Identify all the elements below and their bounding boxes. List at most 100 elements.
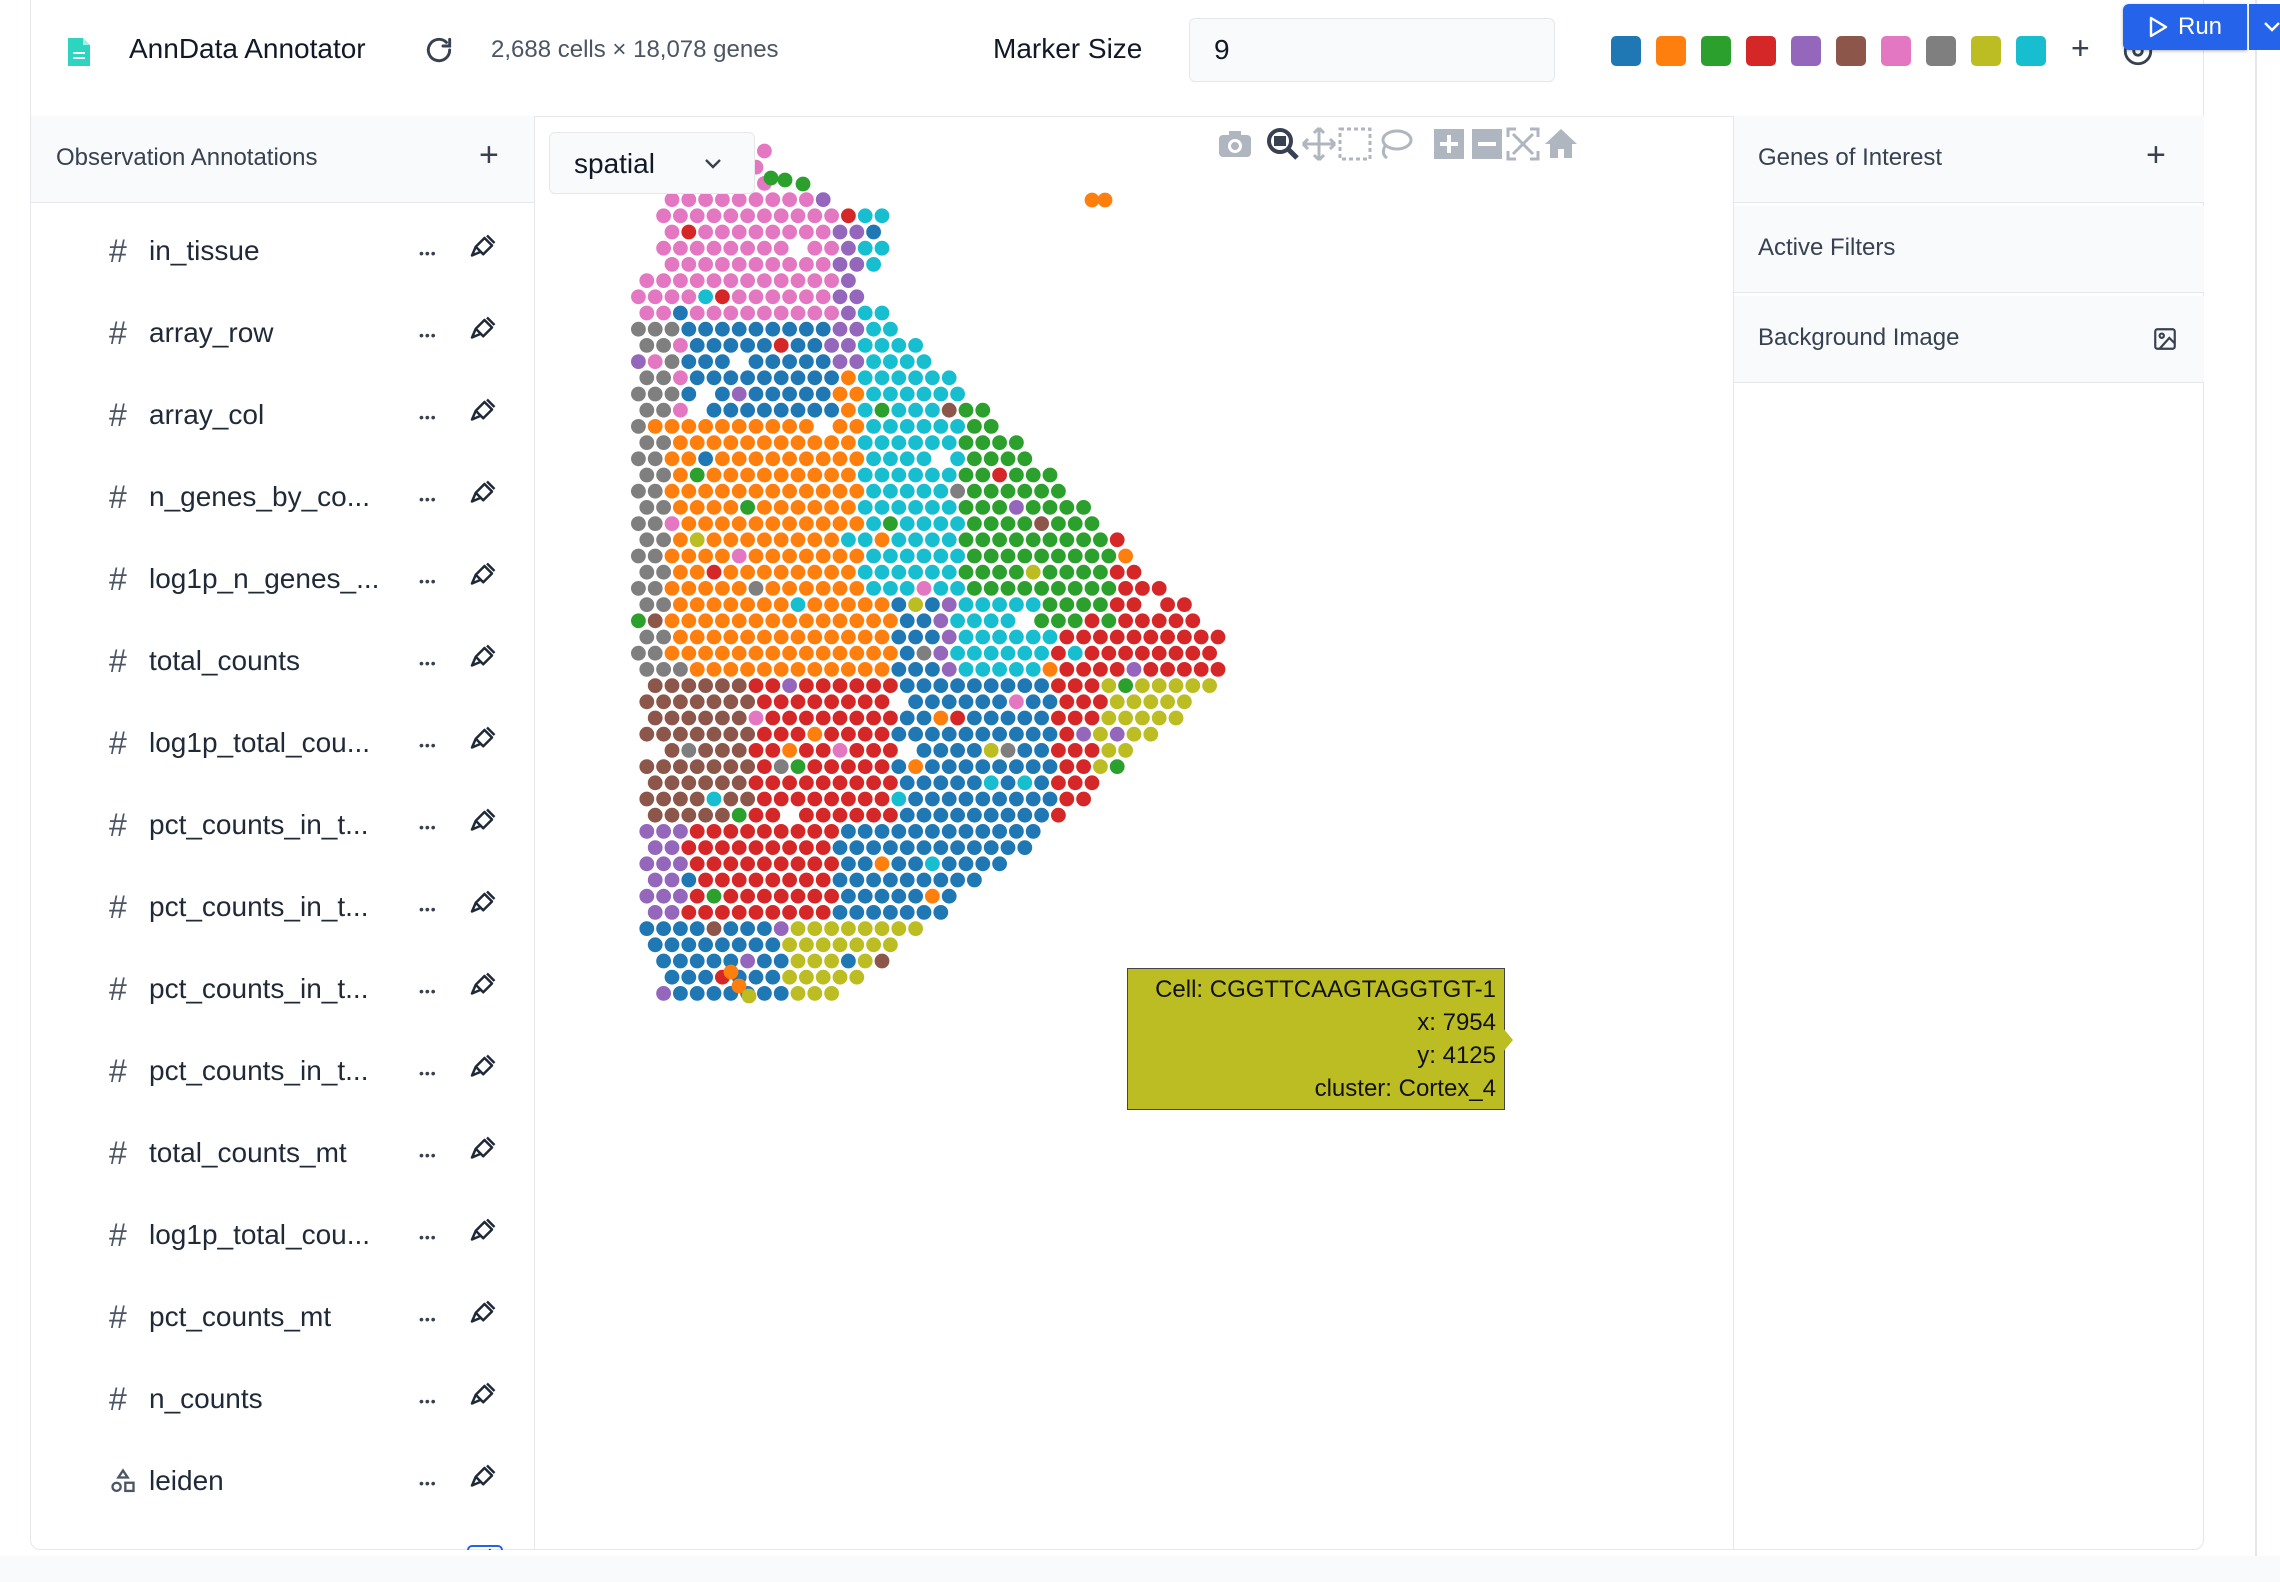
color-swatch[interactable] [1791,36,1821,66]
color-by-brush-icon[interactable] [467,315,499,347]
cell-spot [757,791,772,807]
color-swatch[interactable] [1656,36,1686,66]
refresh-icon[interactable] [423,34,455,66]
add-gene-button[interactable]: + [2146,136,2166,174]
color-swatch[interactable] [1926,36,1956,66]
more-options-icon[interactable]: ••• [419,1065,437,1081]
cell-spot [723,662,739,677]
color-by-brush-icon[interactable] [467,1135,499,1167]
color-by-brush-icon[interactable] [467,1381,499,1413]
color-by-brush-icon[interactable] [467,1299,499,1331]
more-options-icon[interactable]: ••• [419,1475,437,1491]
annotation-row[interactable]: cluster••• [31,1523,534,1550]
more-options-icon[interactable]: ••• [419,245,437,261]
cell-spot [874,888,890,904]
run-button[interactable]: Run [2123,4,2247,50]
annotation-row[interactable]: # pct_counts_in_t... ••• [31,785,534,867]
color-swatch[interactable] [1611,36,1641,66]
annotation-row[interactable]: # in_tissue ••• [31,211,534,293]
more-options-icon[interactable]: ••• [419,409,437,425]
color-by-brush-icon[interactable] [467,1053,499,1085]
color-by-brush-icon[interactable] [467,643,499,675]
zoom-in-icon[interactable] [1429,124,1469,164]
genes-of-interest-section[interactable]: Genes of Interest + [1734,116,2204,203]
run-dropdown-button[interactable] [2249,4,2280,50]
cell-spot [899,516,915,531]
color-swatch[interactable] [2016,36,2046,66]
zoom-out-icon[interactable] [1467,124,1507,164]
image-icon[interactable] [2152,326,2178,352]
autoscale-icon[interactable] [1503,124,1543,164]
color-swatch[interactable] [1971,36,2001,66]
add-color-button[interactable]: + [2071,30,2090,66]
annotation-row[interactable]: # total_counts ••• [31,621,534,703]
more-options-icon[interactable]: ••• [419,901,437,917]
pan-icon[interactable] [1299,124,1339,164]
annotation-row[interactable]: # total_counts_mt ••• [31,1113,534,1195]
cell-spot [1067,613,1083,629]
color-swatch[interactable] [1701,36,1731,66]
annotation-row[interactable]: # log1p_total_cou... ••• [31,703,534,785]
more-options-icon[interactable]: ••• [419,573,437,589]
annotation-row[interactable]: # array_row ••• [31,293,534,375]
spatial-scatter-plot[interactable] [535,116,1733,1550]
cell-spot [757,532,772,548]
color-swatch[interactable] [1881,36,1911,66]
zoom-icon[interactable] [1263,124,1303,164]
annotation-row[interactable]: # array_col ••• [31,375,534,457]
home-icon[interactable] [1541,124,1581,164]
box-select-icon[interactable] [1335,124,1375,164]
annotation-row[interactable]: leiden ••• [31,1441,534,1523]
cell-spot [916,872,932,888]
color-by-brush-icon[interactable] [467,233,499,265]
more-options-icon[interactable]: ••• [419,737,437,753]
more-options-icon[interactable]: ••• [419,655,437,671]
annotation-row[interactable]: # log1p_n_genes_... ••• [31,539,534,621]
annotation-name: cluster [149,1547,231,1550]
projection-select[interactable]: spatial [549,132,755,194]
cell-spot [757,597,772,612]
cell-spot [883,581,898,596]
more-options-icon[interactable]: ••• [419,1147,437,1163]
color-by-brush-icon[interactable] [467,1463,499,1495]
annotation-row[interactable]: # pct_counts_mt ••• [31,1277,534,1359]
annotation-row[interactable]: # n_genes_by_co... ••• [31,457,534,539]
color-by-brush-icon[interactable] [467,971,499,1003]
color-by-brush-icon[interactable] [467,725,499,757]
cell-spot [866,937,881,953]
color-swatch[interactable] [1836,36,1866,66]
lasso-icon[interactable] [1375,124,1415,164]
more-options-icon[interactable]: ••• [419,983,437,999]
cell-spot [782,937,797,953]
more-options-icon[interactable]: ••• [419,491,437,507]
cell-spot [773,629,789,645]
annotation-row[interactable]: # pct_counts_in_t... ••• [31,1031,534,1113]
cell-spot [857,532,873,548]
color-by-brush-icon[interactable] [467,889,499,921]
cell-spot [866,354,881,369]
more-options-icon[interactable]: ••• [419,1229,437,1245]
color-by-brush-icon[interactable] [467,1217,499,1249]
annotations-title: Observation Annotations [56,144,318,171]
color-by-brush-icon[interactable] [467,1545,503,1550]
annotation-row[interactable]: # pct_counts_in_t... ••• [31,867,534,949]
camera-icon[interactable] [1215,124,1255,164]
more-options-icon[interactable]: ••• [419,327,437,343]
more-options-icon[interactable]: ••• [419,819,437,835]
cell-spot [841,662,856,677]
more-options-icon[interactable]: ••• [419,1311,437,1327]
annotation-row[interactable]: # pct_counts_in_t... ••• [31,949,534,1031]
more-options-icon[interactable]: ••• [419,1393,437,1409]
color-by-brush-icon[interactable] [467,807,499,839]
color-swatch[interactable] [1746,36,1776,66]
add-annotation-button[interactable]: + [479,136,499,174]
active-filters-section[interactable]: Active Filters [1734,206,2204,293]
background-image-section[interactable]: Background Image [1734,296,2204,383]
annotation-row[interactable]: # log1p_total_cou... ••• [31,1195,534,1277]
annotation-row[interactable]: # n_counts ••• [31,1359,534,1441]
cell-spot [689,208,705,224]
color-by-brush-icon[interactable] [467,479,499,511]
color-by-brush-icon[interactable] [467,561,499,593]
color-by-brush-icon[interactable] [467,397,499,429]
marker-size-input[interactable] [1189,18,1555,82]
